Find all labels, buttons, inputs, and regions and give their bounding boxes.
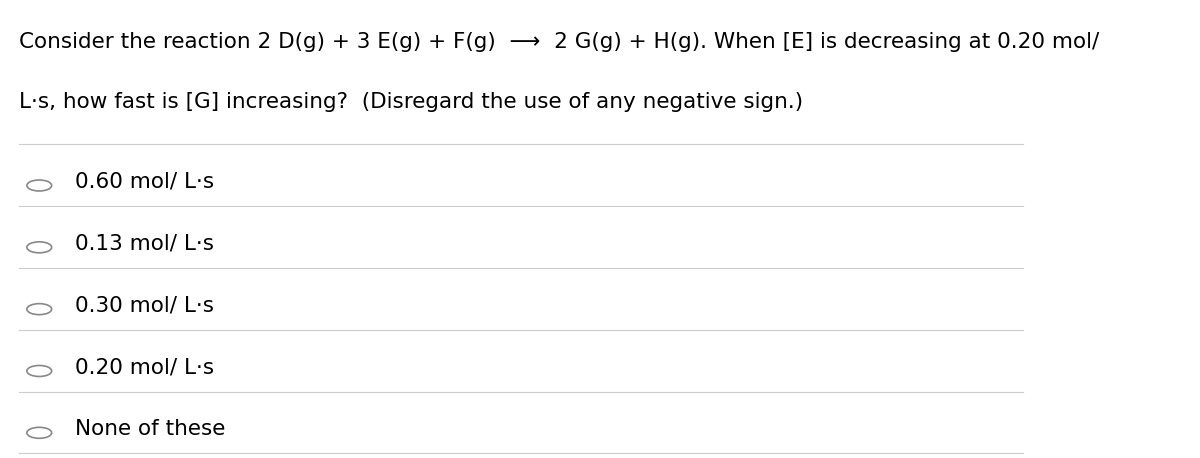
Text: 0.20 mol/ L·s: 0.20 mol/ L·s — [76, 357, 215, 377]
Text: None of these: None of these — [76, 419, 226, 439]
Text: L·s, how fast is [G] increasing?  (Disregard the use of any negative sign.): L·s, how fast is [G] increasing? (Disreg… — [18, 92, 803, 112]
Text: 0.60 mol/ L·s: 0.60 mol/ L·s — [76, 172, 215, 192]
Text: Consider the reaction 2 D(g) + 3 E(g) + F(g)  ⟶  2 G(g) + H(g). When [E] is decr: Consider the reaction 2 D(g) + 3 E(g) + … — [18, 32, 1099, 52]
Text: 0.30 mol/ L·s: 0.30 mol/ L·s — [76, 295, 215, 316]
Text: 0.13 mol/ L·s: 0.13 mol/ L·s — [76, 234, 215, 254]
